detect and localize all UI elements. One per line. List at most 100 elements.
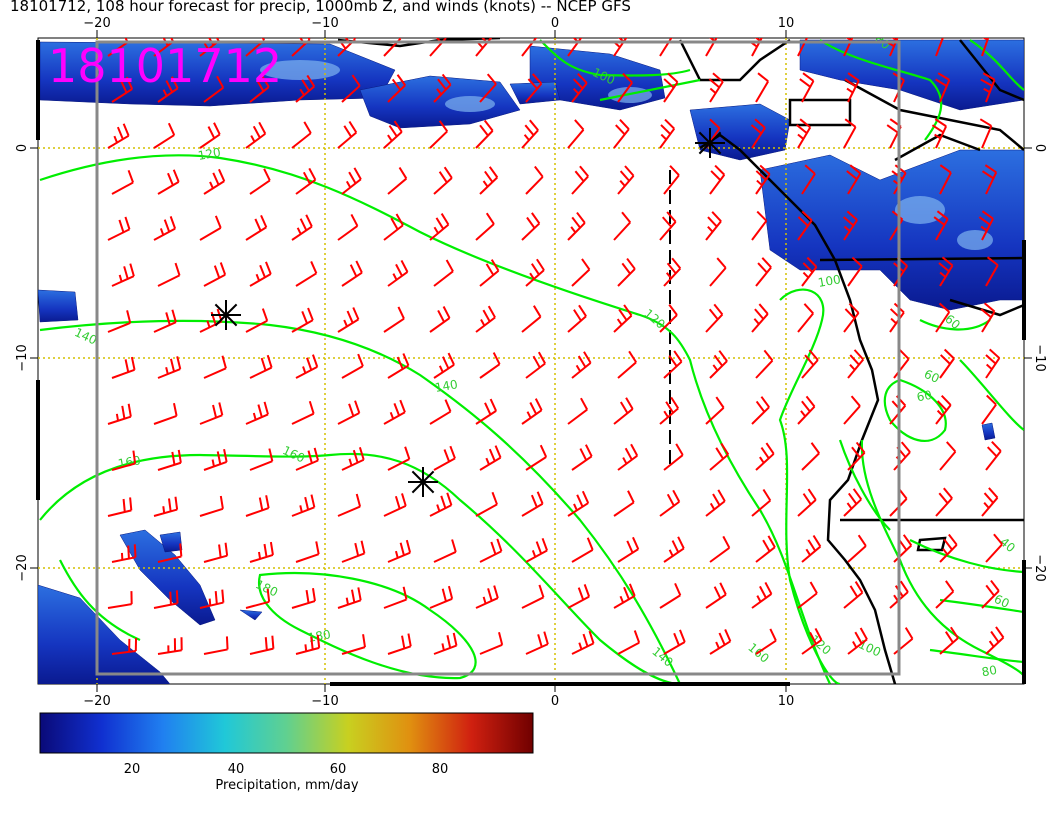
barb-flag xyxy=(709,502,716,510)
barb-flag xyxy=(534,165,544,178)
contour-label: 100 xyxy=(817,272,842,290)
wind-barb xyxy=(337,307,360,333)
barb-flag xyxy=(438,365,444,373)
barb-flag xyxy=(888,27,899,34)
barb-flag xyxy=(446,635,452,649)
barb-flag xyxy=(627,490,635,503)
barb-flag xyxy=(722,535,731,549)
contour-label: 120 xyxy=(197,145,222,163)
barb-flag xyxy=(451,539,457,553)
barb-flag xyxy=(482,180,489,188)
barb-shaft xyxy=(797,312,814,333)
barb-flag xyxy=(849,354,860,366)
wind-barb xyxy=(617,257,636,287)
barb-flag xyxy=(628,350,637,363)
barb-shaft xyxy=(571,362,592,379)
barb-flag xyxy=(305,214,313,227)
barb-flag xyxy=(671,257,682,270)
barb-flag xyxy=(174,262,181,276)
barb-shaft xyxy=(755,266,772,287)
barb-flag xyxy=(345,180,352,188)
contour-label: 60 xyxy=(916,388,933,404)
barb-shaft xyxy=(383,504,407,517)
wind-barb xyxy=(847,441,866,471)
barb-flag xyxy=(714,164,726,176)
barb-flag xyxy=(573,28,582,37)
barb-flag xyxy=(299,218,308,231)
wind-barb xyxy=(750,118,766,149)
barb-flag xyxy=(172,402,178,417)
barb-shaft xyxy=(199,507,224,517)
wind-barb xyxy=(199,495,224,517)
wind-barb xyxy=(387,633,412,655)
wind-barb xyxy=(111,450,137,471)
wind-barb xyxy=(663,165,680,195)
barb-shaft xyxy=(751,406,770,425)
barb-flag xyxy=(846,502,853,510)
wind-barb xyxy=(797,303,814,333)
wind-barb xyxy=(295,447,320,471)
barb-flag xyxy=(165,312,171,326)
wind-barb xyxy=(433,352,455,379)
wind-barb xyxy=(295,541,320,563)
barb-flag xyxy=(890,317,897,325)
barb-flag xyxy=(663,27,673,35)
barb-flag xyxy=(296,227,302,235)
wind-barb xyxy=(429,120,449,149)
barb-shaft xyxy=(429,504,452,517)
wind-barb xyxy=(567,584,591,609)
barb-flag xyxy=(588,630,595,644)
wind-barb xyxy=(153,496,179,517)
wind-barb xyxy=(755,164,771,195)
barb-flag xyxy=(532,355,541,369)
wind-barb xyxy=(846,164,862,195)
wind-barb xyxy=(525,631,549,655)
barb-shaft xyxy=(659,407,679,425)
barb-flag xyxy=(265,261,272,275)
wind-barb xyxy=(295,261,318,287)
wind-barb xyxy=(429,213,450,241)
barb-flag xyxy=(268,448,274,462)
barb-flag xyxy=(618,27,628,36)
wind-barb xyxy=(705,489,726,517)
barb-flag xyxy=(130,356,136,370)
barb-shaft xyxy=(111,275,135,287)
barb-flag xyxy=(671,540,680,553)
wind-barb xyxy=(567,211,586,241)
wind-barb xyxy=(755,442,775,471)
barb-flag xyxy=(986,446,998,458)
wind-barb xyxy=(479,166,499,195)
wind-barb xyxy=(844,72,860,103)
map-title: 18101712, 108 hour forecast for precip, … xyxy=(10,0,631,15)
barb-flag xyxy=(891,38,898,41)
barb-shaft xyxy=(383,317,405,333)
barb-flag xyxy=(628,583,636,597)
barb-shaft xyxy=(387,271,409,287)
wind-barb xyxy=(153,122,176,149)
barb-shaft xyxy=(387,84,406,103)
wind-barb xyxy=(525,165,544,195)
wind-barb xyxy=(433,73,452,103)
wind-barb xyxy=(249,635,275,655)
barb-flag xyxy=(934,133,942,140)
barb-flag xyxy=(712,364,719,372)
barb-flag xyxy=(755,400,766,413)
wind-barb xyxy=(797,488,817,517)
barb-flag xyxy=(807,539,817,552)
star-arm xyxy=(214,303,238,327)
barb-flag xyxy=(756,210,768,222)
barb-shaft xyxy=(107,134,130,149)
barb-flag xyxy=(760,396,770,408)
barb-shaft xyxy=(249,460,273,471)
barb-flag xyxy=(581,490,590,504)
wind-barb xyxy=(383,120,403,149)
wind-barb xyxy=(751,488,772,517)
barb-shaft xyxy=(341,365,364,379)
wind-barb xyxy=(843,210,858,241)
barb-flag xyxy=(989,348,1001,359)
barb-flag xyxy=(843,27,854,34)
barb-flag xyxy=(126,310,132,324)
barb-flag xyxy=(299,88,305,96)
barb-shaft xyxy=(847,80,860,103)
